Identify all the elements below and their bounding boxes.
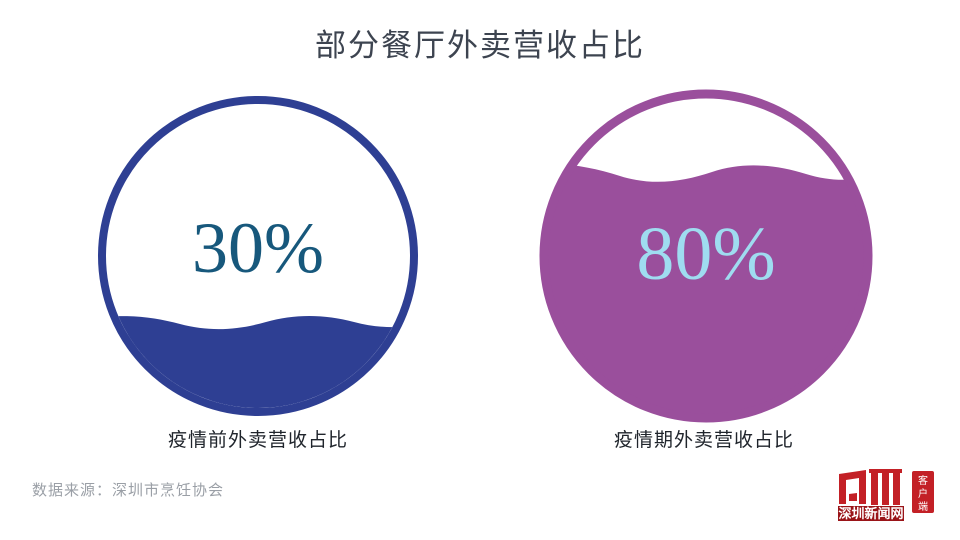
page-title: 部分餐厅外卖营收占比 [315, 28, 645, 63]
logo-graphic: 深圳新闻网 客 户 端 [838, 469, 934, 521]
logo-mark-icon [839, 469, 902, 505]
water-fill-right [548, 164, 864, 414]
svg-text:深圳新闻网: 深圳新闻网 [838, 506, 903, 521]
logo-seal-icon: 客 户 端 [912, 471, 934, 513]
gauge-caption-left: 疫情前外卖营收占比 [167, 430, 348, 451]
gauge-ring-left [98, 96, 418, 416]
svg-text:客: 客 [918, 474, 928, 487]
logo-shenzhen-news[interactable]: 深圳新闻网 客 户 端 [836, 468, 942, 522]
data-source-note: 数据来源：深圳市烹饪协会 [32, 483, 225, 499]
gauge-left: 30% [88, 86, 428, 426]
logo-wordmark: 深圳新闻网 [838, 506, 904, 521]
gauge-ring-right [539, 89, 873, 423]
gauge-left-graphic [98, 96, 418, 416]
svg-text:户: 户 [918, 487, 928, 500]
svg-text:端: 端 [918, 500, 928, 513]
gauge-right-graphic [539, 89, 873, 423]
gauge-right: 80% [530, 80, 882, 432]
gauge-caption-right: 疫情期外卖营收占比 [613, 430, 794, 451]
water-fill-left [106, 316, 410, 408]
